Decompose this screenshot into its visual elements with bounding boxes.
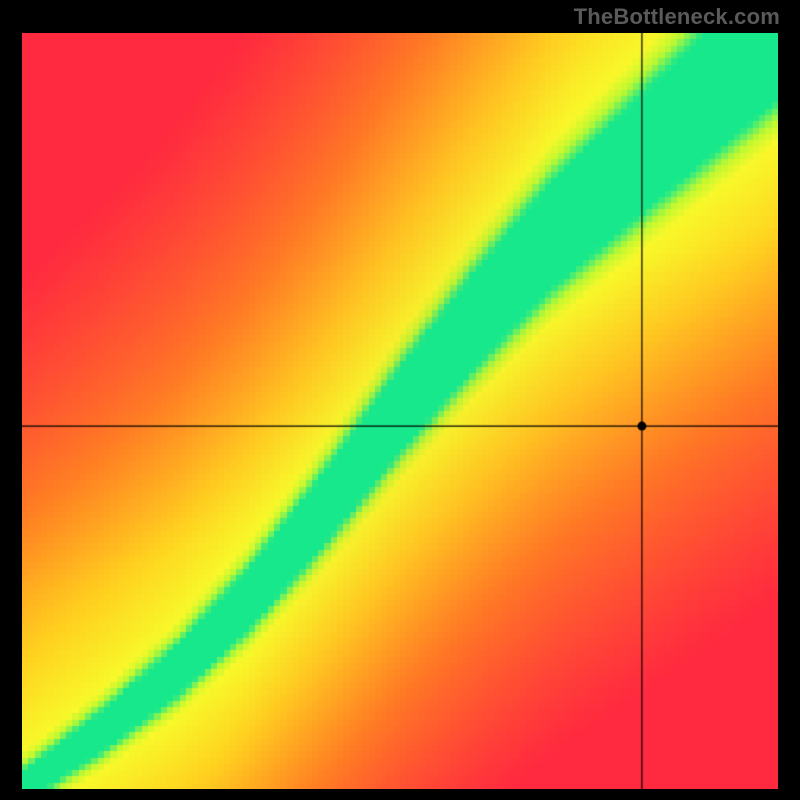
chart-container: TheBottleneck.com [0,0,800,800]
crosshair-overlay [22,33,778,789]
watermark-text: TheBottleneck.com [574,4,780,30]
